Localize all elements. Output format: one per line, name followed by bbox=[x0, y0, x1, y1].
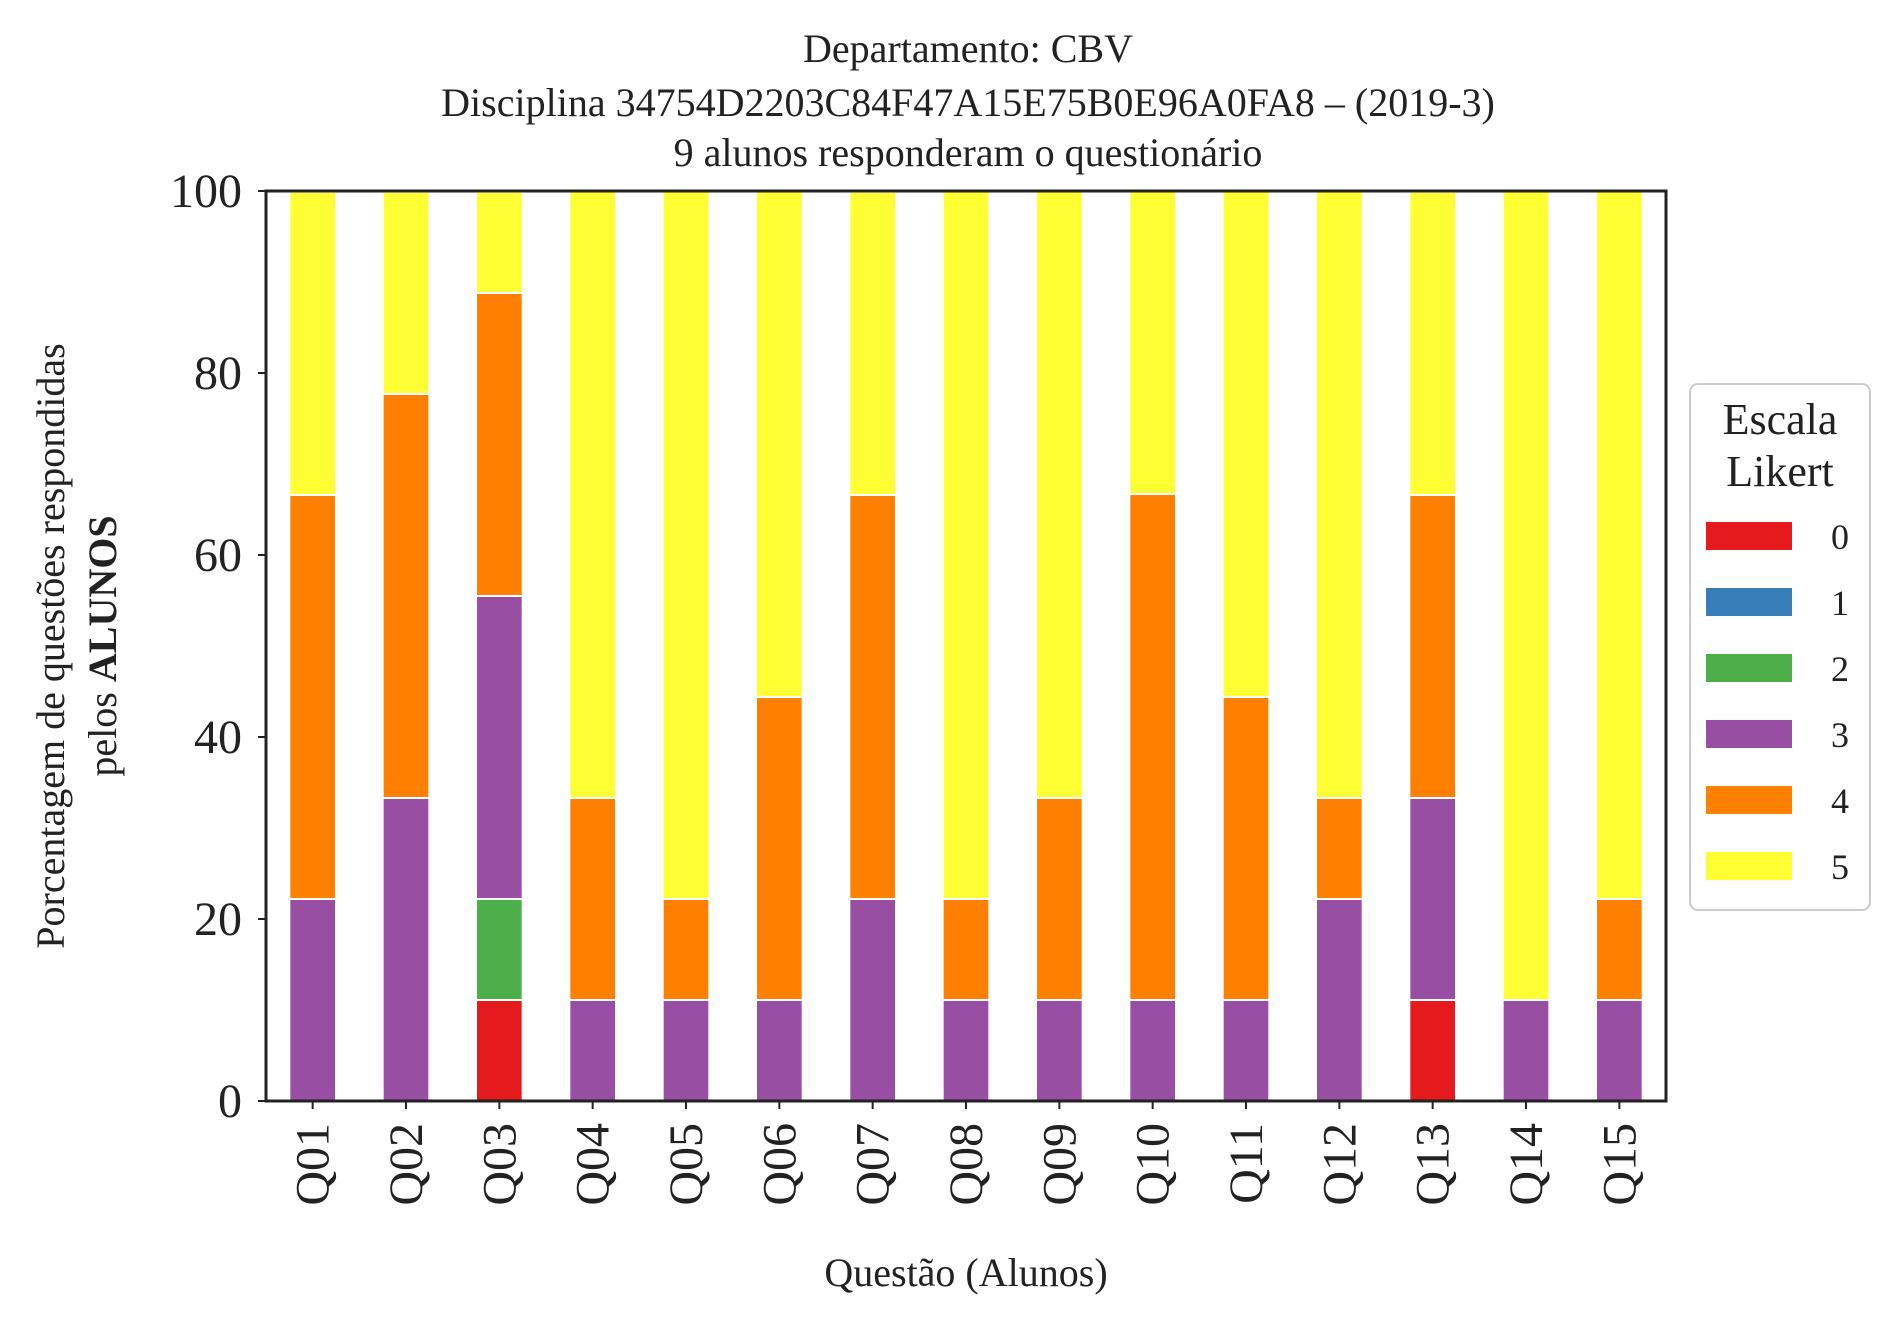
legend-swatch-2 bbox=[1706, 654, 1792, 682]
bar-q09-likert-3 bbox=[1035, 998, 1084, 1102]
bar-q07-likert-3 bbox=[848, 897, 898, 1102]
legend-swatch-0 bbox=[1706, 522, 1792, 550]
bar-q13-likert-4 bbox=[1408, 493, 1457, 799]
bar-q14-likert-3 bbox=[1501, 998, 1551, 1102]
y-tick-label-20: 20 bbox=[194, 893, 242, 946]
bar-q04-likert-5 bbox=[568, 190, 618, 799]
bar-q07-likert-4 bbox=[848, 493, 898, 900]
x-tick-label-q05: Q05 bbox=[660, 1123, 713, 1206]
bar-q08-likert-5 bbox=[941, 190, 991, 900]
legend-items: 0 1 2 3 4 5 bbox=[1706, 517, 1849, 887]
bar-q06-likert-4 bbox=[755, 695, 804, 1001]
x-tick-label-q02: Q02 bbox=[380, 1123, 433, 1206]
bar-q05-likert-3 bbox=[661, 998, 711, 1102]
x-tick-label-q10: Q10 bbox=[1127, 1123, 1180, 1206]
legend-swatch-3 bbox=[1706, 720, 1792, 748]
x-axis-label: Questão (Alunos) bbox=[824, 1250, 1107, 1295]
x-axis-ticks: Q01 Q02 Q03 Q04 Q05 Q06 Q07 Q08 Q09 Q10 Q11 Q12 Q13 Q… bbox=[287, 1101, 1646, 1206]
legend-frame bbox=[1689, 383, 1871, 911]
bar-q06-likert-5 bbox=[755, 190, 804, 698]
bar-q08-likert-3 bbox=[941, 998, 991, 1102]
y-tick-label-80: 80 bbox=[194, 347, 242, 400]
bar-q04-likert-3 bbox=[568, 998, 618, 1102]
x-tick-label-q12: Q12 bbox=[1313, 1123, 1366, 1206]
bar-q11-likert-3 bbox=[1221, 998, 1271, 1102]
y-axis-ticks: 0 20 40 60 80 100 bbox=[170, 165, 266, 1128]
y-axis-label: Porcentagem de questões respondidas pelo… bbox=[28, 343, 125, 948]
bar-q09-likert-4 bbox=[1035, 796, 1084, 1001]
x-tick-label-q13: Q13 bbox=[1407, 1123, 1460, 1206]
bar-q05-likert-5 bbox=[661, 190, 711, 900]
y-axis-label-prefix: pelos bbox=[80, 682, 125, 776]
y-tick-label-40: 40 bbox=[194, 711, 242, 764]
bar-q08-likert-4 bbox=[941, 897, 991, 1001]
bar-q02-likert-3 bbox=[381, 796, 431, 1102]
y-axis-label-bold: ALUNOS bbox=[80, 515, 125, 682]
bar-q05-likert-4 bbox=[661, 897, 711, 1001]
bar-q13-likert-5 bbox=[1408, 190, 1457, 496]
x-tick-label-q04: Q04 bbox=[567, 1123, 620, 1206]
bar-q13-likert-3 bbox=[1408, 796, 1457, 1001]
bar-q03-likert-0 bbox=[475, 998, 524, 1102]
y-tick-label-100: 100 bbox=[170, 165, 242, 218]
legend-swatch-5 bbox=[1706, 852, 1792, 880]
bar-q03-likert-4 bbox=[475, 291, 524, 597]
bar-q12-likert-5 bbox=[1315, 190, 1364, 799]
y-axis-label-line-1: Porcentagem de questões respondidas bbox=[28, 343, 73, 948]
legend-label-3: 3 bbox=[1831, 715, 1849, 755]
y-axis-label-line-2: pelos ALUNOS bbox=[80, 515, 125, 776]
bar-q15-likert-3 bbox=[1595, 998, 1644, 1102]
chart-title-line-3: 9 alunos responderam o questionário bbox=[674, 130, 1263, 175]
legend-label-4: 4 bbox=[1831, 781, 1849, 821]
legend-label-1: 1 bbox=[1831, 583, 1849, 623]
x-tick-label-q14: Q14 bbox=[1500, 1123, 1553, 1206]
bars-group bbox=[288, 190, 1644, 1102]
bar-q03-likert-2 bbox=[475, 897, 524, 1001]
x-tick-label-q01: Q01 bbox=[287, 1123, 340, 1206]
legend-title-line-1: Escala bbox=[1723, 395, 1838, 444]
bar-q10-likert-5 bbox=[1128, 190, 1177, 496]
bar-q11-likert-5 bbox=[1221, 190, 1271, 698]
chart-title-line-2: Disciplina 34754D2203C84F47A15E75B0E96A0… bbox=[441, 80, 1495, 125]
bar-q11-likert-4 bbox=[1221, 695, 1271, 1001]
bar-q10-likert-3 bbox=[1128, 998, 1177, 1102]
bar-q12-likert-3 bbox=[1315, 897, 1364, 1102]
bar-q02-likert-4 bbox=[381, 392, 431, 799]
bar-q04-likert-4 bbox=[568, 796, 618, 1001]
bar-q03-likert-5 bbox=[475, 190, 524, 294]
plot-frame bbox=[264, 189, 1668, 1103]
x-tick-label-q07: Q07 bbox=[847, 1123, 900, 1206]
legend-label-2: 2 bbox=[1831, 649, 1849, 689]
x-tick-label-q09: Q09 bbox=[1033, 1123, 1086, 1206]
legend: Escala Likert 0 1 2 3 4 5 bbox=[1689, 383, 1871, 911]
bar-q12-likert-4 bbox=[1315, 796, 1364, 900]
bar-q10-likert-4 bbox=[1128, 493, 1177, 1001]
legend-title-line-2: Likert bbox=[1726, 447, 1834, 496]
bar-q06-likert-3 bbox=[755, 998, 804, 1102]
bar-q13-likert-0 bbox=[1408, 998, 1457, 1102]
x-tick-label-q08: Q08 bbox=[940, 1123, 993, 1206]
bar-q15-likert-4 bbox=[1595, 897, 1644, 1001]
x-tick-label-q03: Q03 bbox=[473, 1123, 526, 1206]
legend-swatch-4 bbox=[1706, 786, 1792, 814]
x-tick-label-q11: Q11 bbox=[1220, 1123, 1273, 1204]
y-tick-label-60: 60 bbox=[194, 529, 242, 582]
bar-q02-likert-5 bbox=[381, 190, 431, 395]
chart-title-line-1: Departamento: CBV bbox=[803, 26, 1133, 71]
y-tick-label-0: 0 bbox=[218, 1075, 242, 1128]
bar-q01-likert-4 bbox=[288, 493, 337, 900]
bar-q09-likert-5 bbox=[1035, 190, 1084, 799]
bar-q01-likert-5 bbox=[288, 190, 337, 496]
x-tick-label-q06: Q06 bbox=[753, 1123, 806, 1206]
bar-q01-likert-3 bbox=[288, 897, 337, 1102]
bar-q03-likert-3 bbox=[475, 594, 524, 900]
legend-label-5: 5 bbox=[1831, 847, 1849, 887]
x-tick-label-q15: Q15 bbox=[1593, 1123, 1646, 1206]
bar-q14-likert-5 bbox=[1501, 190, 1551, 1001]
bar-q07-likert-5 bbox=[848, 190, 898, 496]
legend-swatch-1 bbox=[1706, 588, 1792, 616]
bar-q15-likert-5 bbox=[1595, 190, 1644, 900]
legend-label-0: 0 bbox=[1831, 517, 1849, 557]
